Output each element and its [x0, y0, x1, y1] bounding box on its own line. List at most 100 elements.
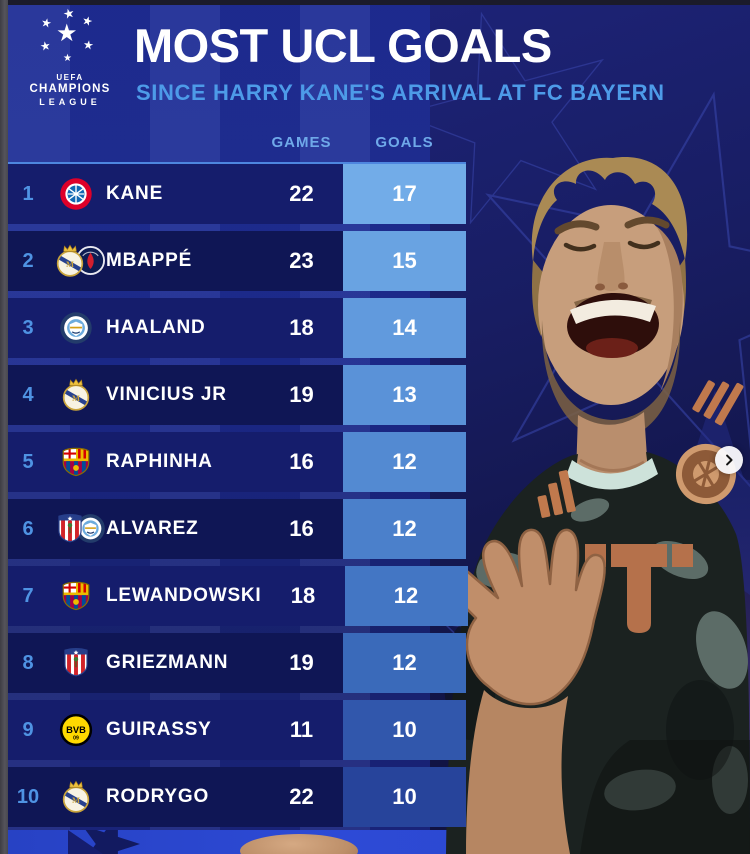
rank-number: 10	[16, 785, 40, 808]
player-name: GUIRASSY	[106, 719, 212, 740]
barcelona-badge-icon	[59, 445, 93, 479]
club-badge	[48, 164, 104, 224]
games-value: 22	[289, 784, 314, 809]
window-left-edge	[0, 0, 8, 854]
club-badge	[48, 499, 105, 559]
rank-number: 4	[22, 383, 34, 406]
bayern-munich-badge-icon	[59, 177, 93, 211]
champions-wordmark: CHAMPIONS	[29, 83, 111, 95]
goals-cell: 12	[343, 432, 466, 492]
player-name: RODRYGO	[106, 786, 210, 807]
games-value: 19	[289, 650, 314, 675]
goals-cell: 12	[343, 633, 466, 693]
rank-number: 9	[22, 718, 34, 741]
rank-number: 8	[22, 651, 34, 674]
table-row: 8 GRIEZMANN 19 12	[8, 633, 466, 693]
svg-text:M: M	[72, 393, 80, 403]
player-name: GRIEZMANN	[106, 652, 229, 673]
table-row: 6 ALVAREZ 16 12	[8, 499, 466, 559]
player-name: ALVAREZ	[106, 518, 199, 539]
rank-number: 6	[22, 517, 34, 540]
manchester-city-badge-icon	[59, 311, 93, 345]
games-value: 11	[289, 717, 314, 742]
table-row: 1 KANE 22 17	[8, 164, 466, 224]
page-title: MOST UCL GOALS	[134, 19, 552, 72]
star-shapes	[68, 830, 141, 854]
table-row: 4 M VINICIUS JR 19 13	[8, 365, 466, 425]
player-name: RAPHINHA	[106, 451, 213, 472]
player-name: MBAPPÉ	[106, 250, 193, 271]
goals-value: 17	[392, 181, 417, 206]
ranking-table: 1 KANE 22 17 2 M MBAPPÉ 23 15	[8, 162, 468, 834]
club-badge: M	[48, 767, 104, 827]
atletico-madrid-badge-icon	[59, 646, 93, 680]
rank-number: 1	[22, 182, 34, 205]
goals-value: 10	[392, 784, 417, 809]
goals-value: 14	[392, 315, 417, 340]
rank-number: 7	[22, 584, 34, 607]
barcelona-badge-icon	[59, 579, 93, 613]
table-row: 9 BVB 09 GUIRASSY 11 10	[8, 700, 466, 760]
goals-value: 13	[392, 382, 417, 407]
goals-cell: 17	[343, 164, 466, 224]
club-badge: M	[48, 365, 104, 425]
goals-value: 12	[392, 650, 417, 675]
rank-number: 3	[22, 316, 34, 339]
games-value: 16	[289, 516, 314, 541]
goals-cell: 12	[343, 499, 466, 559]
player-name: LEWANDOWSKI	[106, 585, 262, 606]
real-madrid-badge-icon: M	[59, 378, 93, 412]
svg-text:09: 09	[73, 735, 79, 741]
table-row: 5 RAPHINHA 16 12	[8, 432, 466, 492]
club-badge: BVB 09	[48, 700, 104, 760]
goals-value: 12	[392, 449, 417, 474]
harry-kane-photo	[444, 157, 750, 854]
games-value: 18	[290, 583, 316, 608]
club-badge	[48, 566, 104, 626]
games-value: 22	[289, 181, 314, 206]
club-badge	[48, 432, 104, 492]
atletico-madrid-badge-icon	[53, 512, 87, 546]
player-name: KANE	[106, 183, 164, 204]
table-row: 3 HAALAND 18 14	[8, 298, 466, 358]
window-top-edge	[0, 0, 750, 5]
goals-cell: 10	[343, 700, 466, 760]
goals-value: 12	[393, 583, 419, 608]
table-row: 2 M MBAPPÉ 23 15	[8, 231, 466, 291]
table-row: 7 LEWANDOWSKI 18 12	[8, 566, 468, 626]
league-wordmark: LEAGUE	[39, 97, 101, 107]
chevron-right-icon	[726, 454, 733, 466]
hand-fragment	[240, 834, 358, 854]
svg-text:M: M	[72, 795, 80, 805]
real-madrid-badge-icon: M	[59, 780, 93, 814]
player-name: HAALAND	[106, 317, 206, 338]
svg-text:M: M	[66, 259, 74, 269]
games-value: 16	[289, 449, 314, 474]
club-badge	[48, 298, 104, 358]
games-value: 19	[289, 382, 314, 407]
goals-column-header: GOALS	[375, 134, 434, 151]
goals-value: 15	[392, 248, 417, 273]
goals-value: 12	[392, 516, 417, 541]
club-badge: M	[48, 231, 105, 291]
goals-cell: 12	[344, 566, 468, 626]
rank-number: 2	[22, 249, 34, 272]
rank-number: 5	[22, 450, 34, 473]
ucl-starball-icon: ★ ★ ★ ★ ★ ★ ★	[38, 4, 95, 64]
ucl-logo: ★ ★ ★ ★ ★ ★ ★ UEFA CHAMPIONS LEAGUE	[26, 4, 114, 107]
games-value: 23	[289, 248, 314, 273]
carousel-next-button[interactable]	[715, 446, 743, 474]
games-column-header: GAMES	[271, 134, 332, 151]
goals-value: 10	[392, 717, 417, 742]
club-badge	[48, 633, 104, 693]
goals-cell: 14	[343, 298, 466, 358]
player-name: VINICIUS JR	[106, 384, 227, 405]
real-madrid-badge-icon: M	[53, 244, 87, 278]
borussia-dortmund-badge-icon: BVB 09	[59, 713, 93, 747]
page-subtitle: SINCE HARRY KANE'S ARRIVAL AT FC BAYERN	[136, 80, 665, 105]
goals-cell: 15	[343, 231, 466, 291]
svg-text:BVB: BVB	[66, 725, 86, 735]
column-headers: GAMES GOALS	[8, 134, 466, 151]
games-value: 18	[289, 315, 314, 340]
